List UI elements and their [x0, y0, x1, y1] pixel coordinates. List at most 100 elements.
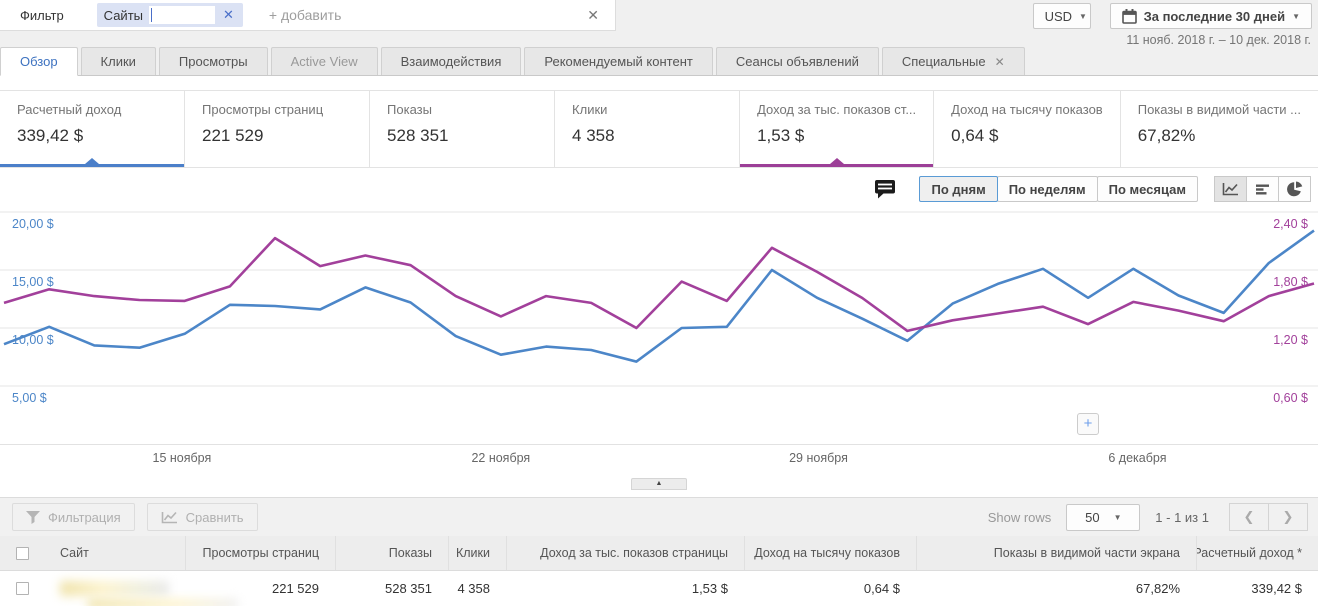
granularity-toggle: По дням По неделям По месяцам	[919, 176, 1198, 202]
select-all-checkbox[interactable]	[15, 546, 29, 560]
performance-chart: 20,00 $ 15,00 $ 10,00 $ 5,00 $ 2,40 $ 1,…	[0, 210, 1318, 444]
date-range-text: 11 нояб. 2018 г. – 10 дек. 2018 г.	[1126, 33, 1311, 47]
granularity-by-week[interactable]: По неделям	[996, 176, 1098, 202]
right-axis-tick: 0,60 $	[1273, 391, 1308, 405]
pie-chart-type-button[interactable]	[1278, 176, 1311, 202]
annotations-button[interactable]	[870, 176, 900, 202]
chip-remove-icon[interactable]: ✕	[223, 7, 234, 22]
clear-filters-icon[interactable]: ✕	[587, 6, 599, 23]
row-checkbox[interactable]	[15, 582, 29, 595]
left-axis-tick: 15,00 $	[12, 275, 54, 289]
selected-metric-bar	[0, 164, 185, 167]
line-chart-icon	[1222, 183, 1238, 196]
select-all-checkbox-cell	[0, 536, 44, 570]
tab-ad-sessions[interactable]: Сеансы объявлений	[715, 47, 879, 75]
row-checkbox-cell	[0, 571, 44, 606]
redacted-site-name	[60, 581, 169, 596]
table-toolbar: Фильтрация Сравнить Show rows 50 ▼ 1 - 1…	[0, 497, 1318, 536]
metric-card-estimated-earnings[interactable]: Расчетный доход 339,42 $	[0, 91, 186, 167]
collapse-up-icon: ▲	[655, 479, 663, 487]
rows-per-page-select[interactable]: 50 ▼	[1066, 503, 1141, 531]
prev-page-button[interactable]: ❮	[1229, 503, 1269, 531]
metric-card-clicks[interactable]: Клики 4 358	[555, 91, 741, 167]
x-axis-tick: 22 ноября	[471, 451, 531, 465]
compare-chart-icon	[161, 511, 177, 523]
chevron-right-icon: ❯	[1282, 509, 1294, 524]
header-page-views[interactable]: Просмотры страниц	[185, 536, 335, 570]
chevron-down-icon: ▼	[1079, 11, 1087, 21]
bar-chart-type-button[interactable]	[1246, 176, 1279, 202]
left-axis-tick: 10,00 $	[12, 333, 54, 347]
header-site[interactable]: Сайт	[60, 546, 89, 560]
x-axis-labels: 15 ноября 22 ноября 29 ноября 6 декабря	[0, 444, 1318, 470]
x-axis-tick: 15 ноября	[152, 451, 212, 465]
metric-card-page-rpm[interactable]: Доход за тыс. показов ст... 1,53 $	[740, 91, 935, 167]
metric-cards: Расчетный доход 339,42 $ Просмотры стран…	[0, 90, 1318, 168]
pagination-controls: Show rows 50 ▼ 1 - 1 из 1 ❮ ❯	[988, 503, 1308, 531]
chart-type-toggle	[1214, 176, 1311, 202]
metric-card-impression-rpm[interactable]: Доход на тысячу показов 0,64 $	[934, 91, 1121, 167]
next-page-button[interactable]: ❯	[1268, 503, 1308, 531]
redacted-partial-row	[88, 599, 238, 606]
metric-card-viewability[interactable]: Показы в видимой части ... 67,82%	[1137, 102, 1302, 145]
granularity-by-day[interactable]: По дням	[919, 176, 998, 202]
site-name-cell	[44, 571, 185, 606]
collapse-chart-button[interactable]: ▲	[631, 477, 687, 490]
header-impressions[interactable]: Показы	[335, 536, 448, 570]
tab-overview[interactable]: Обзор	[0, 47, 78, 76]
bar-chart-icon	[1256, 184, 1269, 194]
header-page-rpm[interactable]: Доход за тыс. показов страницы	[506, 536, 744, 570]
left-axis-tick: 5,00 $	[12, 391, 47, 405]
tab-active-view[interactable]: Active View	[270, 47, 378, 75]
filter-rows-button[interactable]: Фильтрация	[12, 503, 135, 531]
pagination-text: 1 - 1 из 1	[1155, 509, 1209, 525]
chart-controls: По дням По неделям По месяцам	[0, 168, 1318, 210]
impression-rpm-cell: 0,64 $	[863, 581, 900, 596]
granularity-by-month[interactable]: По месяцам	[1096, 176, 1198, 202]
comment-icon	[875, 180, 896, 199]
tab-custom[interactable]: Специальные ✕	[881, 47, 1025, 75]
tab-recommended-content[interactable]: Рекомендуемый контент	[524, 47, 713, 75]
filter-box: Фильтр Сайты ✕ + добавить ✕	[0, 0, 616, 31]
metric-card-page-views[interactable]: Просмотры страниц 221 529	[185, 91, 371, 167]
right-axis-tick: 1,20 $	[1273, 333, 1308, 347]
funnel-icon	[26, 510, 40, 524]
clicks-cell: 4 358	[457, 581, 490, 596]
impressions-cell: 528 351	[385, 581, 432, 596]
header-viewability[interactable]: Показы в видимой части экрана	[916, 536, 1196, 570]
calendar-icon	[1121, 8, 1137, 24]
compare-button[interactable]: Сравнить	[146, 503, 258, 531]
chevron-left-icon: ❮	[1243, 509, 1255, 524]
chip-text-input[interactable]	[149, 6, 215, 24]
tab-interactions[interactable]: Взаимодействия	[380, 47, 522, 75]
tab-views[interactable]: Просмотры	[158, 47, 268, 75]
header-clicks[interactable]: Клики	[448, 536, 506, 570]
table-header-row: Сайт Просмотры страниц Показы Клики Дохо…	[0, 536, 1318, 571]
filter-label: Фильтр	[20, 7, 64, 23]
close-icon[interactable]: ✕	[994, 54, 1005, 69]
header-impression-rpm[interactable]: Доход на тысячу показов	[744, 536, 916, 570]
pie-chart-icon	[1286, 181, 1302, 197]
filter-chip-sites[interactable]: Сайты ✕	[96, 3, 243, 27]
x-axis-tick: 6 декабря	[1108, 451, 1167, 465]
table-row: 221 529 528 351 4 358 1,53 $ 0,64 $ 67,8…	[0, 571, 1318, 606]
date-range-label: За последние 30 дней	[1143, 8, 1286, 24]
viewability-cell: 67,82%	[1135, 581, 1180, 596]
add-filter-placeholder[interactable]: + добавить	[268, 7, 342, 23]
header-estimated-earnings[interactable]: Расчетный доход *	[1196, 536, 1318, 570]
page-rpm-cell: 1,53 $	[691, 581, 728, 596]
series-line-right	[3, 236, 1315, 333]
report-tabs: Обзор Клики Просмотры Active View Взаимо…	[0, 47, 1318, 76]
selected-metric-bar	[740, 164, 934, 167]
currency-select[interactable]: USD ▼	[1032, 3, 1091, 29]
date-range-select[interactable]: За последние 30 дней ▼	[1109, 3, 1312, 29]
metric-card-impressions[interactable]: Показы 528 351	[370, 91, 556, 167]
filter-chip-label: Сайты	[103, 7, 143, 23]
chevron-down-icon: ▼	[1113, 512, 1122, 522]
zoom-plus-button[interactable]: +	[1077, 413, 1099, 435]
estimated-earnings-cell: 339,42 $	[1251, 581, 1302, 596]
top-filter-bar: Фильтр Сайты ✕ + добавить ✕ USD ▼	[0, 0, 1318, 47]
tab-clicks[interactable]: Клики	[80, 47, 156, 75]
line-chart-type-button[interactable]	[1214, 176, 1247, 202]
